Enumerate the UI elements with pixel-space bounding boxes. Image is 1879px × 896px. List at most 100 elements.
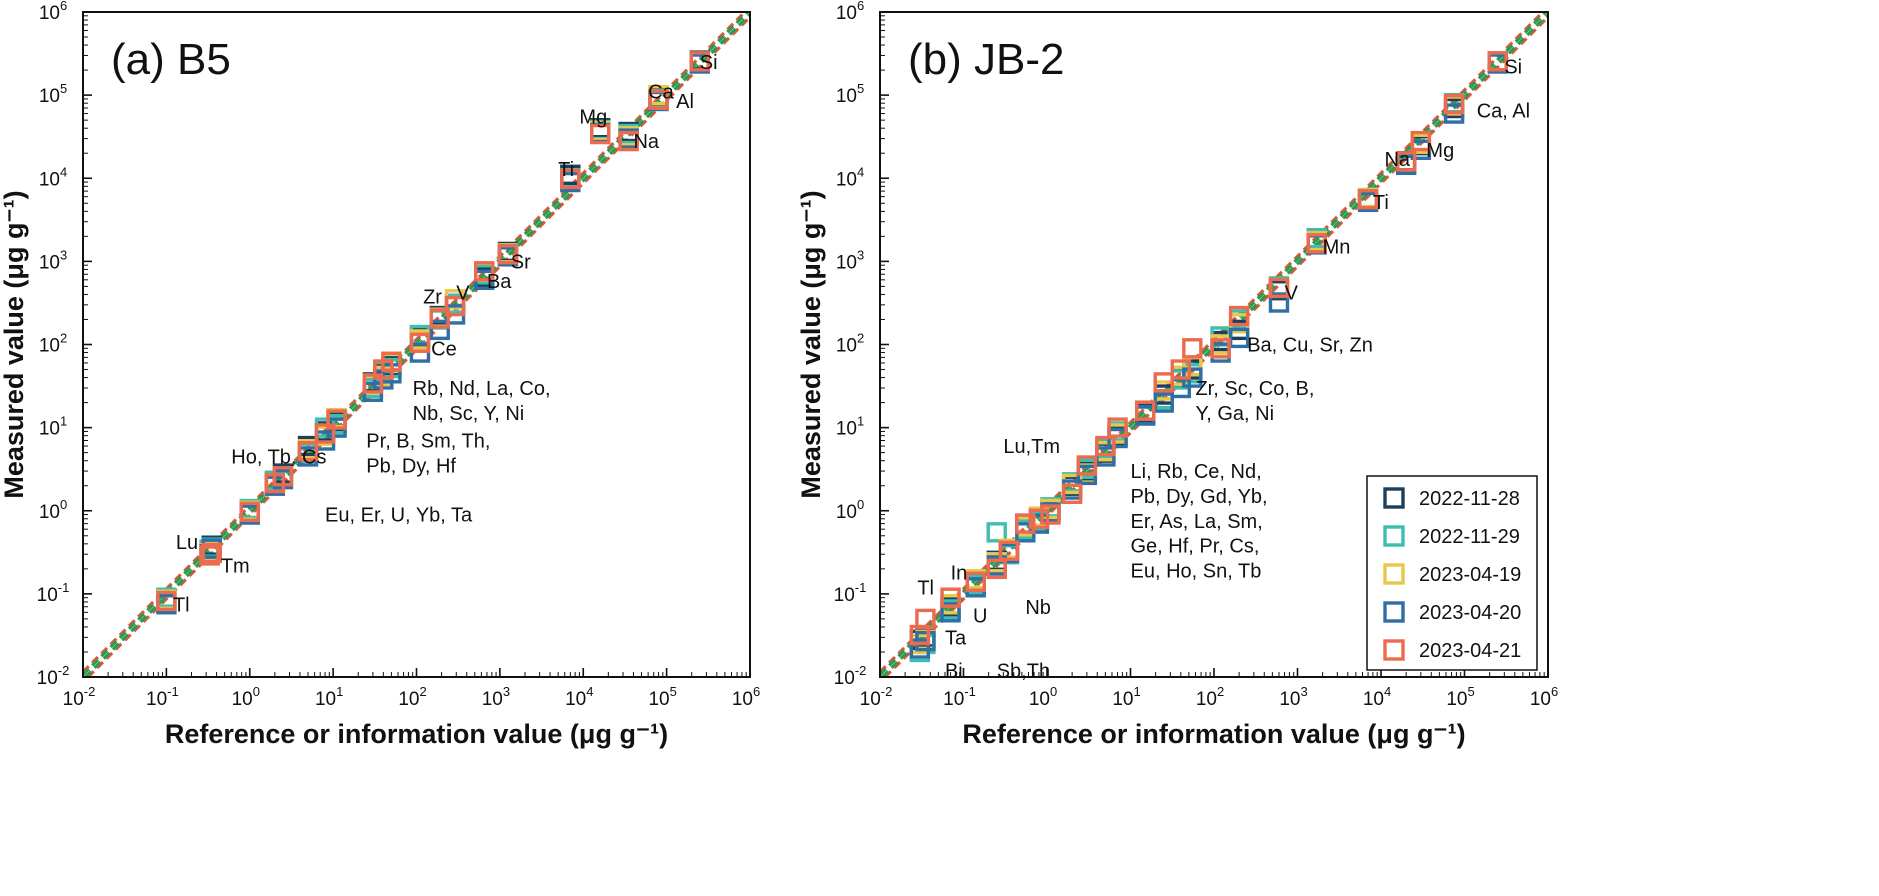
y-tick-exponent: 4 xyxy=(857,164,864,179)
y-tick-exponent: 2 xyxy=(857,331,864,346)
legend-marker xyxy=(1383,601,1405,623)
marker-2023-04-21 xyxy=(560,168,581,190)
x-tick-label: 103 xyxy=(482,684,510,710)
x-tick-label: 101 xyxy=(1112,684,1140,710)
element-annotation: Pb, Dy, Hf xyxy=(366,456,456,478)
panel-title: (a) B5 xyxy=(111,35,231,84)
x-axis-title: Reference or information value (μg g⁻¹) xyxy=(962,719,1465,749)
marker-2023-04-21 xyxy=(1228,305,1250,327)
marker-2023-04-20 xyxy=(429,319,450,341)
element-annotation: Ta xyxy=(945,627,967,649)
marker-2023-04-21 xyxy=(326,409,347,430)
x-tick-exponent: -2 xyxy=(881,684,893,699)
marker-2023-04-21 xyxy=(409,332,431,353)
element-annotation: Lu xyxy=(176,532,198,554)
element-annotation: Sr xyxy=(511,251,531,273)
element-annotation: Al xyxy=(676,91,694,113)
marker-2023-04-21 xyxy=(590,123,611,145)
element-annotation: U xyxy=(973,605,987,627)
x-tick-label: 10-2 xyxy=(63,684,96,710)
element-annotation: Nb, Sc, Y, Ni xyxy=(413,403,525,425)
panel-a: 10-210-210-110-1100100101101102102103103… xyxy=(0,0,760,749)
marker-2023-04-21 xyxy=(429,308,450,329)
x-tick-exponent: 4 xyxy=(1384,684,1391,699)
x-tick-label: 100 xyxy=(1029,684,1057,710)
x-tick-exponent: 1 xyxy=(336,684,343,699)
x-tick-label: 105 xyxy=(648,684,676,710)
element-annotation: Ba, Cu, Sr, Zn xyxy=(1247,335,1373,357)
marker-2023-04-21 xyxy=(1095,435,1116,457)
x-tick-label: 104 xyxy=(1363,684,1391,710)
y-tick-label: 102 xyxy=(39,331,67,357)
y-tick-exponent: -2 xyxy=(58,663,70,678)
y-tick-label: 102 xyxy=(836,331,864,357)
y-tick-exponent: 1 xyxy=(60,414,67,429)
y-tick-exponent: 3 xyxy=(60,247,67,262)
x-tick-label: 10-2 xyxy=(860,684,893,710)
marker-2023-04-21 xyxy=(915,608,936,630)
legend-label: 2023-04-21 xyxy=(1419,640,1521,662)
marker-2023-04-21 xyxy=(1135,400,1156,421)
marker-2023-04-21 xyxy=(297,441,319,462)
marker-2023-04-21 xyxy=(1015,513,1036,534)
element-annotation: Mg xyxy=(1426,140,1454,162)
legend-marker xyxy=(1383,639,1405,661)
marker-2023-04-21 xyxy=(381,351,402,372)
element-annotation: Er, As, La, Sm, xyxy=(1131,511,1263,533)
x-tick-label: 106 xyxy=(732,684,760,710)
element-annotation: Eu, Ho, Sn, Tb xyxy=(1131,561,1262,583)
element-annotation: V xyxy=(1285,283,1299,305)
x-tick-exponent: 4 xyxy=(586,684,593,699)
x-tick-exponent: 6 xyxy=(753,684,760,699)
marker-2023-04-20 xyxy=(1268,292,1290,313)
y-tick-exponent: 6 xyxy=(857,0,864,13)
element-annotation: Tl xyxy=(917,577,934,599)
x-tick-label: 10-1 xyxy=(146,684,179,710)
y-tick-exponent: 0 xyxy=(60,497,67,512)
x-tick-label: 103 xyxy=(1279,684,1307,710)
y-tick-label: 100 xyxy=(836,497,864,523)
legend-marker xyxy=(1383,525,1405,547)
element-annotation: Ti xyxy=(1373,192,1389,214)
element-annotation: Ca xyxy=(648,82,674,104)
marker-2023-04-21 xyxy=(1210,338,1231,359)
marker-2023-04-21 xyxy=(1170,359,1191,380)
element-annotation: Sb,Th xyxy=(997,660,1050,682)
y-tick-label: 106 xyxy=(836,0,864,24)
marker-2023-04-21 xyxy=(689,51,711,72)
marker-2023-04-21 xyxy=(1153,372,1174,393)
marker-2023-04-21 xyxy=(1028,508,1050,530)
x-tick-exponent: 0 xyxy=(1050,684,1057,699)
y-tick-exponent: -1 xyxy=(855,580,867,595)
marker-2023-04-20 xyxy=(940,602,961,623)
y-tick-label: 10-2 xyxy=(834,663,867,689)
marker-2022-11-29 xyxy=(986,522,1007,543)
y-tick-label: 105 xyxy=(39,81,67,107)
marker-2023-04-21 xyxy=(1061,483,1083,504)
element-annotation: Mn xyxy=(1323,237,1351,259)
y-tick-label: 105 xyxy=(836,81,864,107)
y-tick-label: 100 xyxy=(39,497,67,523)
marker-2023-04-21 xyxy=(648,89,669,110)
y-tick-label: 103 xyxy=(836,247,864,273)
element-annotation: Ba xyxy=(487,271,512,293)
element-annotation: Ce xyxy=(431,338,457,360)
y-tick-exponent: 6 xyxy=(60,0,67,13)
marker-2023-04-21 xyxy=(1357,188,1379,210)
x-tick-label: 10-1 xyxy=(943,684,976,710)
element-annotation: Pr, B, Sm, Th, xyxy=(366,431,490,453)
y-tick-label: 106 xyxy=(39,0,67,24)
element-annotation: Na xyxy=(1384,149,1410,171)
element-annotation: In xyxy=(951,563,968,585)
y-tick-label: 10-1 xyxy=(834,580,867,606)
y-tick-label: 10-2 xyxy=(37,663,70,689)
marker-2023-04-20 xyxy=(1228,327,1250,349)
marker-2023-04-21 xyxy=(1268,277,1290,299)
legend-marker xyxy=(1383,487,1405,509)
marker-2023-04-21 xyxy=(272,466,294,487)
marker-2023-04-21 xyxy=(444,295,466,317)
x-tick-exponent: 5 xyxy=(670,684,677,699)
element-annotation: Bi xyxy=(945,660,963,682)
y-tick-exponent: -1 xyxy=(58,580,70,595)
element-annotation: V xyxy=(456,283,470,305)
